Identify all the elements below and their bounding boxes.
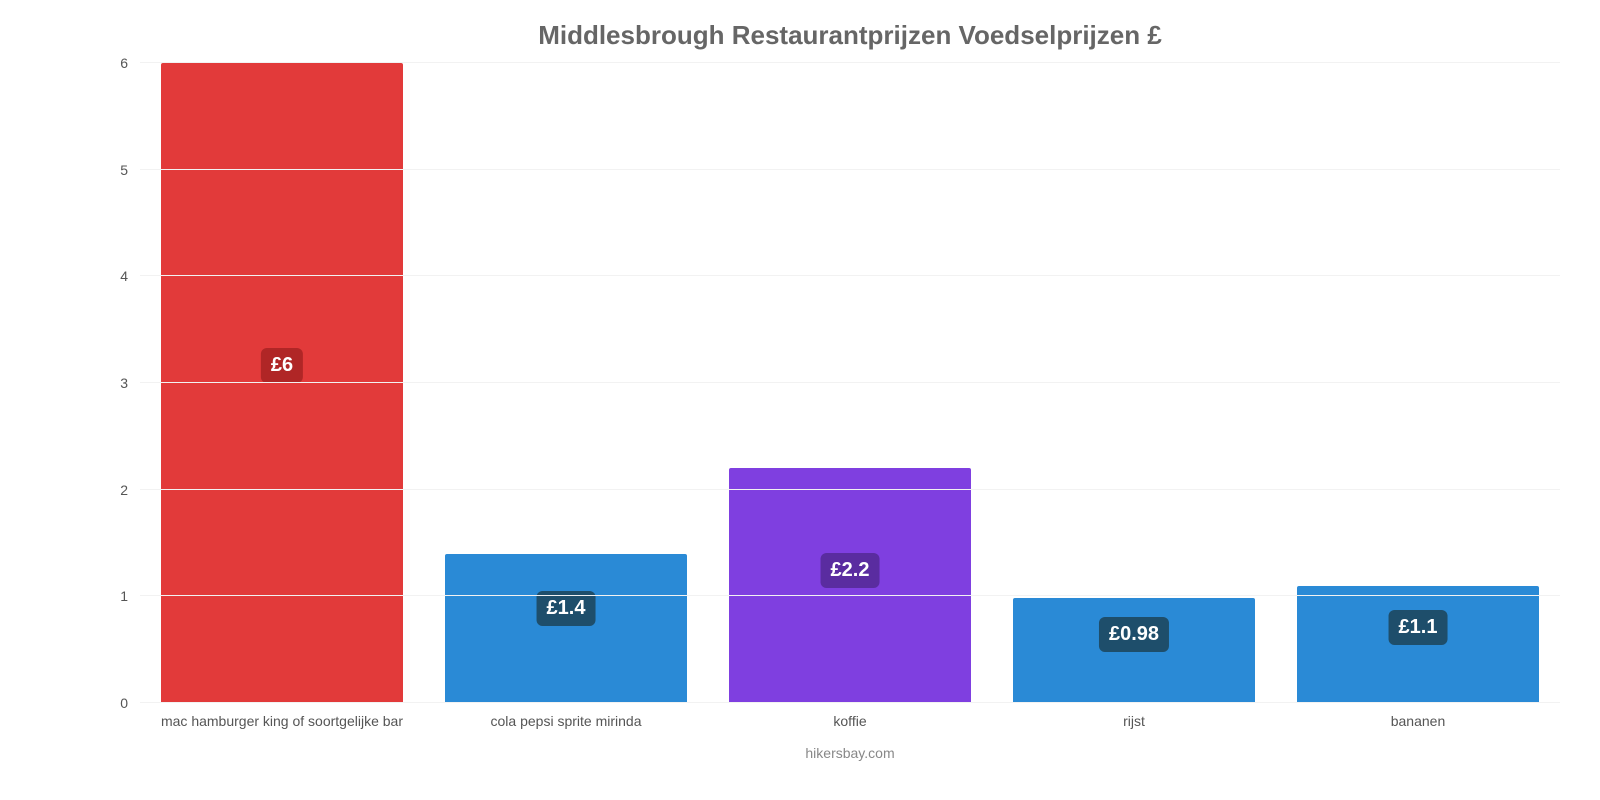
bar-slot: £6 — [140, 63, 424, 703]
bar-slot: £1.4 — [424, 63, 708, 703]
grid-line — [140, 169, 1560, 170]
bar-slot: £2.2 — [708, 63, 992, 703]
bar-slot: £1.1 — [1276, 63, 1560, 703]
bar-slot: £0.98 — [992, 63, 1276, 703]
x-labels-row: mac hamburger king of soortgelijke barco… — [140, 713, 1560, 729]
y-tick-label: 6 — [120, 55, 140, 71]
x-axis-label: mac hamburger king of soortgelijke bar — [140, 713, 424, 729]
grid-line — [140, 489, 1560, 490]
y-tick-label: 3 — [120, 375, 140, 391]
chart-title: Middlesbrough Restaurantprijzen Voedselp… — [140, 20, 1560, 51]
x-axis-label: rijst — [992, 713, 1276, 729]
x-axis-label: cola pepsi sprite mirinda — [424, 713, 708, 729]
x-axis-label: koffie — [708, 713, 992, 729]
x-axis-label: bananen — [1276, 713, 1560, 729]
bar — [445, 554, 686, 703]
grid-line — [140, 702, 1560, 703]
y-tick-label: 1 — [120, 588, 140, 604]
grid-line — [140, 595, 1560, 596]
price-bar-chart: Middlesbrough Restaurantprijzen Voedselp… — [0, 0, 1600, 800]
y-tick-label: 2 — [120, 482, 140, 498]
bar-value-label: £1.1 — [1389, 610, 1448, 645]
plot-area: £6£1.4£2.2£0.98£1.1 mac hamburger king o… — [140, 63, 1560, 703]
bar-value-label: £0.98 — [1099, 617, 1169, 652]
grid-line — [140, 275, 1560, 276]
bar-value-label: £6 — [261, 348, 303, 383]
y-tick-label: 5 — [120, 162, 140, 178]
y-tick-label: 4 — [120, 268, 140, 284]
bar — [161, 63, 402, 703]
attribution-text: hikersbay.com — [140, 745, 1560, 761]
bar-value-label: £2.2 — [821, 553, 880, 588]
grid-line — [140, 62, 1560, 63]
bar-value-label: £1.4 — [537, 591, 596, 626]
grid-line — [140, 382, 1560, 383]
bars-container: £6 £1.4 £2.2 £0.98 £1.1 — [140, 63, 1560, 703]
y-tick-label: 0 — [120, 695, 140, 711]
